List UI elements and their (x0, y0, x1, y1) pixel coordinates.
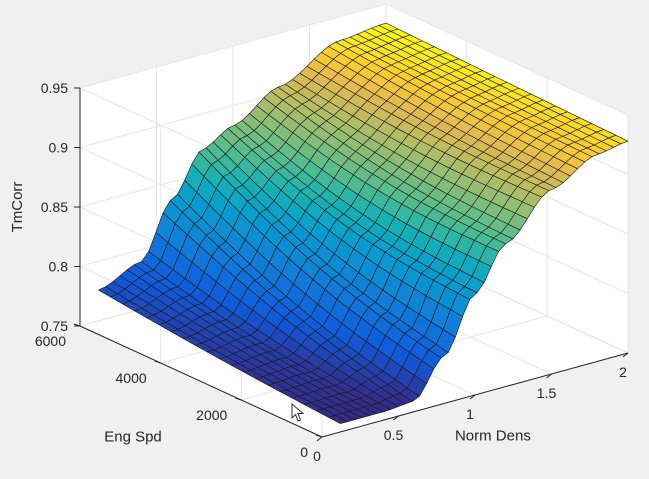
surface-layer (98, 22, 629, 424)
z-tick-label: 0.9 (49, 140, 69, 156)
back-gridline-z (79, 3, 387, 89)
y-tick-label: 6000 (35, 333, 66, 349)
right-gridline-z (385, 3, 629, 116)
x-axis-label: Norm Dens (455, 427, 531, 444)
x-tick-label: 1.5 (537, 385, 557, 401)
x-tick-label: 0 (313, 448, 321, 464)
z-tick-label: 0.85 (41, 199, 68, 215)
y-tick-label: 2000 (196, 407, 227, 423)
x-tick-label: 0.5 (384, 427, 404, 443)
z-axis-label: TmCorr (9, 182, 26, 233)
y-tick-label: 0 (300, 444, 308, 460)
x-tick-mark (469, 394, 476, 400)
x-tick-mark (393, 415, 399, 421)
z-tick-label: 0.95 (41, 80, 68, 96)
mouse-cursor-icon (291, 403, 305, 422)
y-axis-line (79, 325, 323, 438)
y-tick-mark (235, 397, 242, 401)
y-tick-mark (315, 434, 323, 438)
x-tick-mark (316, 436, 323, 442)
z-tick-label: 0.8 (49, 259, 69, 275)
x-tick-mark (546, 373, 552, 379)
x-tick-label: 2 (619, 364, 627, 380)
x-tick-label: 1 (466, 406, 474, 422)
y-tick-mark (154, 360, 161, 364)
surface-patch (608, 135, 629, 145)
x-tick-mark (622, 352, 629, 358)
axis-layer (73, 87, 629, 442)
y-tick-label: 4000 (116, 370, 147, 386)
y-axis-label: Eng Spd (104, 429, 162, 446)
z-tick-label: 0.75 (41, 318, 68, 334)
